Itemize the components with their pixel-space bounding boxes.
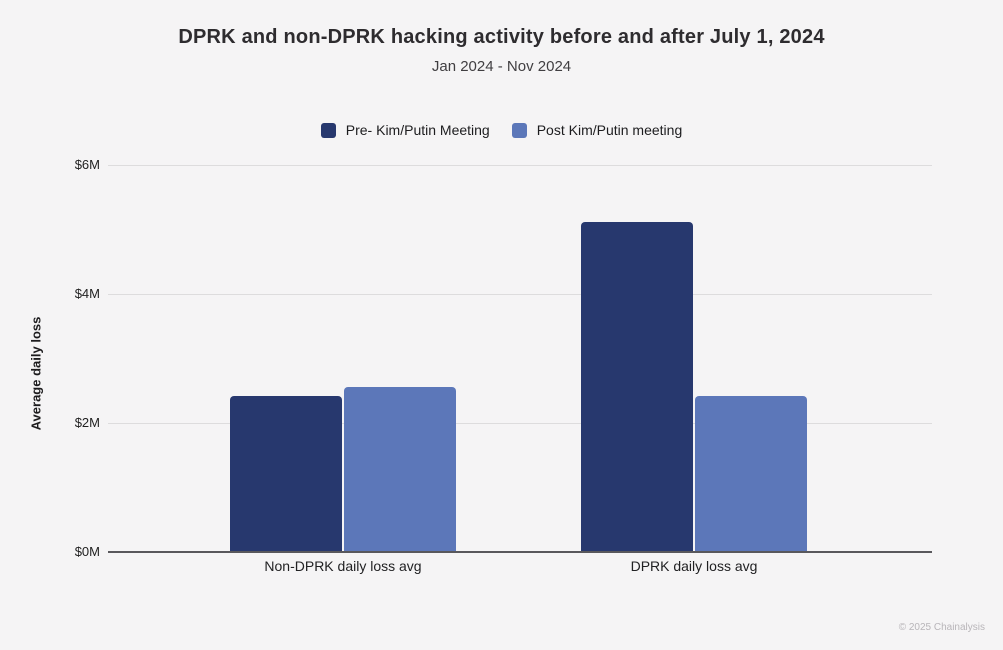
bar-group-non-dprk bbox=[230, 164, 456, 551]
chart-subtitle: Jan 2024 - Nov 2024 bbox=[431, 58, 572, 75]
legend-swatch-pre-icon bbox=[320, 122, 336, 138]
legend: Pre- Kim/Putin Meeting Post Kim/Putin me… bbox=[0, 122, 1003, 138]
x-axis-line bbox=[108, 551, 932, 553]
gridline-4m bbox=[108, 294, 932, 295]
bar-group-dprk bbox=[581, 164, 807, 551]
legend-label-post: Post Kim/Putin meeting bbox=[536, 122, 683, 138]
legend-item-pre: Pre- Kim/Putin Meeting bbox=[320, 122, 490, 138]
legend-label-pre: Pre- Kim/Putin Meeting bbox=[345, 122, 490, 138]
plot-area bbox=[108, 164, 932, 553]
y-axis-title: Average daily loss bbox=[28, 316, 44, 431]
x-category-label-dprk: DPRK daily loss avg bbox=[630, 558, 758, 574]
gridline-6m bbox=[108, 165, 932, 166]
y-tick-label-6m: $6M bbox=[74, 157, 100, 172]
bar-post-dprk bbox=[695, 396, 807, 551]
y-tick-label-2m: $2M bbox=[74, 415, 100, 430]
legend-item-post: Post Kim/Putin meeting bbox=[511, 122, 683, 138]
bar-pre-non-dprk bbox=[230, 396, 342, 551]
chart-title: DPRK and non-DPRK hacking activity befor… bbox=[178, 26, 825, 48]
bar-pre-dprk bbox=[581, 222, 693, 551]
x-category-label-non-dprk: Non-DPRK daily loss avg bbox=[264, 558, 422, 574]
legend-swatch-post-icon bbox=[511, 122, 527, 138]
y-tick-label-0m: $0M bbox=[74, 544, 100, 559]
gridline-2m bbox=[108, 423, 932, 424]
y-tick-label-4m: $4M bbox=[74, 286, 100, 301]
copyright-notice: © 2025 Chainalysis bbox=[898, 622, 985, 633]
bar-post-non-dprk bbox=[344, 386, 456, 551]
